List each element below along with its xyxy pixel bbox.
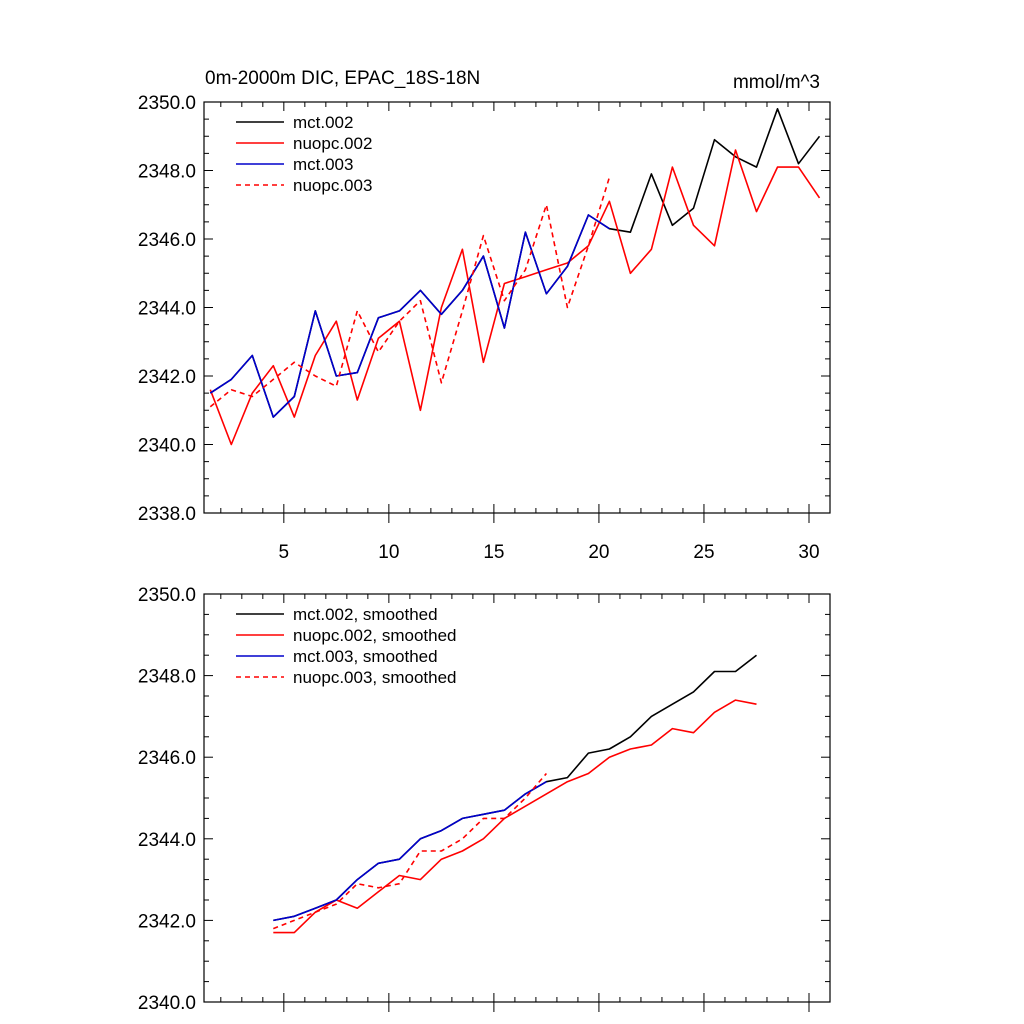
x-tick-label: 25 [693,542,714,563]
y-tick-label: 2340.0 [138,993,196,1014]
axes: 2340.0 2342.0 2344.0 2346.0 2348.0 2350.0 [138,585,831,1014]
series-line-nuopc-002-smoothed [273,699,757,934]
x-tick-label: 5 [279,542,290,563]
bottom-chart-panel: 2340.0 2342.0 2344.0 2346.0 2348.0 2350.0 mct… [138,585,831,1014]
legend-label-nuopc-003: nuopc.003 [293,176,372,195]
y-tick-label: 2344.0 [138,299,196,320]
y-tick-label: 2348.0 [138,162,196,183]
top-chart-panel: 0m-2000m DIC, EPAC_18S-18N mmol/m^3 2338… [138,68,831,563]
legend: mct.002, smoothed nuopc.002, smoothed mct.… [236,605,457,687]
y-tick-label: 2350.0 [138,585,196,606]
legend-label-nuopc-003-smoothed: nuopc.003, smoothed [293,668,457,687]
y-tick-label: 2342.0 [138,367,196,388]
series-lines [209,108,821,446]
units-label: mmol/m^3 [733,72,820,93]
y-tick-label: 2342.0 [138,911,196,932]
series-line-nuopc-003 [209,177,611,408]
series-line-nuopc-003-smoothed [273,772,548,930]
legend: mct.002 nuopc.002 mct.003 nuopc.003 [236,113,372,195]
legend-label-mct-003: mct.003 [293,155,353,174]
x-tick-label: 15 [483,542,504,563]
series-lines [273,654,757,934]
x-tick-label: 30 [798,542,819,563]
series-line-mct-003-smoothed [273,781,547,922]
y-tick-label: 2346.0 [138,230,196,251]
chart-title: 0m-2000m DIC, EPAC_18S-18N [205,68,480,89]
axes: 2338.0 2340.0 2342.0 2344.0 2346.0 2348.0 2350… [138,93,831,563]
y-tick-label: 2346.0 [138,748,196,769]
legend-label-nuopc-002: nuopc.002 [293,134,372,153]
legend-label-nuopc-002-smoothed: nuopc.002, smoothed [293,626,457,645]
y-tick-label: 2344.0 [138,830,196,851]
y-tick-label: 2340.0 [138,436,196,457]
series-line-mct-003 [209,214,610,418]
y-tick-label: 2350.0 [138,93,196,114]
y-tick-label: 2348.0 [138,667,196,688]
series-line-mct-002-smoothed [273,654,757,922]
legend-label-mct-002-smoothed: mct.002, smoothed [293,605,438,624]
legend-label-mct-003-smoothed: mct.003, smoothed [293,647,438,666]
x-tick-label: 20 [588,542,609,563]
x-tick-label: 10 [378,542,399,563]
legend-label-mct-002: mct.002 [293,113,353,132]
y-tick-label: 2338.0 [138,504,196,525]
